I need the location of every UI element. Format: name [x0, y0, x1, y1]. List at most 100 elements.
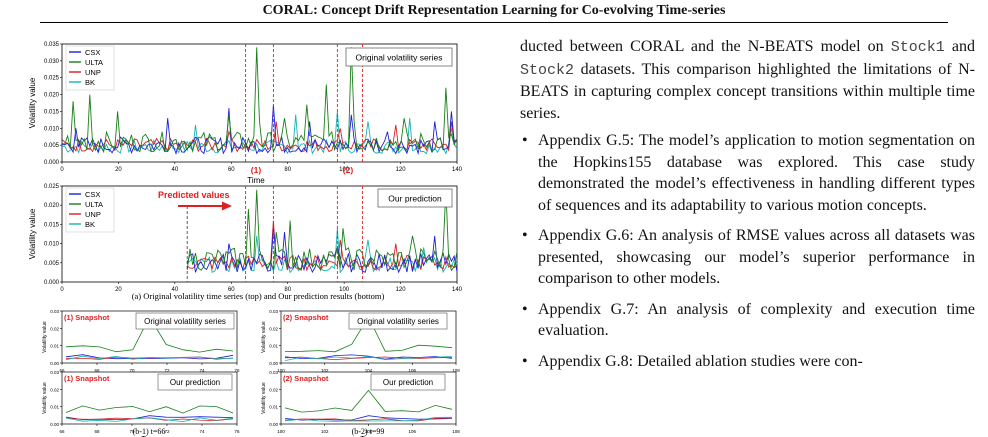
panel-prediction-x-tick-label: 60 — [228, 287, 235, 293]
intro-text: and — [944, 38, 975, 55]
snapshot-x-tick-label: 104 — [365, 429, 373, 434]
snapshot-x-tick-label: 102 — [321, 429, 329, 434]
panel-original-x-tick-label: 80 — [284, 167, 291, 173]
legend-label-unp: UNP — [85, 68, 101, 77]
series-bk — [186, 228, 458, 274]
panel-original-y-tick-label: 0.000 — [44, 160, 60, 166]
marker2-label: (2) — [343, 165, 354, 175]
snapshot-x-tick-label: 76 — [234, 429, 240, 434]
figure-svg: 0.000 0.005 0.01 0 0.015 0.020 0.025 0.03 0 0.035… — [28, 42, 463, 437]
list-item: • Appendix G.5: The model’s application t… — [520, 130, 975, 216]
box-original-series — [345, 47, 453, 67]
legend-label-ulta: ULTA — [85, 200, 103, 209]
snapshot-y-tick-label: 0.03 — [50, 370, 59, 375]
list-item-text: Appendix G.8: Detailed ablation studies … — [538, 352, 863, 370]
intro-text: datasets. This comparison highlighted th… — [520, 60, 975, 122]
series-csx — [62, 104, 458, 156]
snapshot-y-tick-label: 0.00 — [269, 422, 278, 427]
panel-original-frame — [61, 43, 458, 163]
panel-prediction-x-tick-label: 120 — [396, 287, 407, 293]
caption-b1: (b-1) t=66 — [133, 427, 166, 436]
snapshot-box-label: Our prediction — [383, 378, 433, 387]
header-rule — [40, 22, 948, 23]
snapshot-label: (2) Snapshot — [283, 374, 329, 383]
list-item: • Appendix G.7: An analysis of complexity… — [520, 299, 975, 342]
series-csx — [186, 228, 458, 274]
snapshot-lines — [65, 405, 234, 423]
snapshot-x-tick-label: 66 — [59, 429, 65, 434]
panel-original-yticks: 0.000 0.005 0.010 0.015 0.020 0.025 0.030 0.035 — [44, 42, 62, 166]
intro-text: ducted between CORAL and the N-BEATS mod… — [520, 38, 891, 55]
panel-original-y-tick-label: 0.005 — [44, 143, 60, 149]
series-ulta — [65, 405, 234, 414]
snapshot-box-label: Original volatility series — [144, 317, 226, 326]
snapshot-label: (1) Snapshot — [64, 313, 110, 322]
panel-original-ylabel: Volatility value — [28, 77, 37, 128]
snapshot-x-tick-label: 74 — [199, 368, 205, 373]
panel-prediction-y-tick-label: 0.005 — [44, 261, 60, 267]
list-item: • Appendix G.6: An analysis of RMSE value… — [520, 225, 975, 290]
panel-prediction-x-tick-label: 100 — [339, 287, 350, 293]
snapshot-x-tick-label: 76 — [234, 368, 240, 373]
series-bk — [284, 356, 453, 361]
box-original-series-label: Original volatility series — [356, 53, 443, 63]
panel-original-x-tick-label: 0 — [60, 167, 64, 173]
panel-prediction-xticks: 0 20 40 60 80 100 120 140 — [60, 282, 463, 293]
snapshot-y-tick-label: 0.01 — [269, 344, 278, 349]
panel-prediction-ylabel: Volatility value — [28, 208, 37, 259]
predicted-values-label: Predicted values — [158, 190, 230, 200]
snapshot-x-tick-label: 68 — [94, 368, 100, 373]
box-prediction-label: Our prediction — [388, 194, 442, 204]
panel-original-y-tick-label: 0.025 — [44, 76, 60, 82]
series-unp — [284, 417, 453, 422]
panel-original-y-tick-label: 0.035 — [44, 42, 60, 48]
predicted-values-arrow-head — [222, 201, 232, 211]
snapshot-x-tick-label: 74 — [199, 429, 205, 434]
snapshot-x-tick-label: 108 — [452, 429, 460, 434]
box-prediction — [377, 188, 453, 208]
paper-title: CORAL: Concept Drift Representation Lear… — [262, 3, 726, 18]
bullet-icon: • — [522, 352, 528, 370]
snapshot-y-tick-label: 0.02 — [269, 387, 278, 392]
snapshot-box — [348, 312, 448, 330]
snapshot-ylabel: Volatility value — [261, 321, 267, 353]
panel-original-x-tick-label: 20 — [115, 167, 122, 173]
list-item-text: Appendix G.6: An analysis of RMSE values… — [538, 227, 975, 287]
panel-prediction-y-tick-label: 0.020 — [44, 203, 60, 209]
panel-original: 0.000 0.005 0.010 0.015 0.020 0.025 0.030 0.035… — [28, 42, 463, 173]
snapshot-ylabel: Volatility value — [261, 382, 267, 414]
appendix-list: • Appendix G.5: The model’s application t… — [520, 130, 975, 372]
panel-prediction-x-tick-label: 0 — [60, 287, 64, 293]
snapshot-box — [370, 373, 446, 391]
snapshot-box-label: Our prediction — [170, 378, 220, 387]
panel-prediction-y-tick-label: 0.025 — [44, 184, 60, 190]
panel-prediction-y-tick-label: 0.015 — [44, 222, 60, 228]
snapshot-box — [135, 312, 235, 330]
figure: 0.000 0.005 0.01 0 0.015 0.020 0.025 0.03 0 0.035… — [0, 26, 490, 437]
series-ulta — [61, 47, 458, 154]
dataset-name: Stock2 — [520, 61, 575, 79]
series-bk — [65, 355, 234, 361]
panel-original-xticks: 0 20 40 60 80 100 120 140 — [60, 162, 463, 173]
snapshot-y-tick-label: 0.03 — [269, 309, 278, 314]
snapshot-ylabel: Volatility value — [42, 382, 48, 414]
panel-prediction-y-tick-label: 0.000 — [44, 280, 60, 286]
snapshot-label: (1) Snapshot — [64, 374, 110, 383]
legend-label-unp: UNP — [85, 210, 101, 219]
snapshot-x-tick-label: 102 — [321, 368, 329, 373]
legend-label-csx: CSX — [85, 190, 100, 199]
series-csx — [65, 354, 234, 360]
page-header: CORAL: Concept Drift Representation Lear… — [0, 0, 988, 24]
panel-original-x-tick-label: 40 — [172, 167, 179, 173]
snapshot-lines — [284, 389, 453, 422]
series-ulta — [284, 389, 453, 413]
snapshot-x-tick-label: 104 — [365, 368, 373, 373]
bullet-icon: • — [522, 227, 528, 244]
snapshot-y-tick-label: 0.00 — [50, 361, 59, 366]
snapshot-ylabel: Volatility value — [42, 321, 48, 353]
panel-prediction-lines — [186, 189, 458, 274]
